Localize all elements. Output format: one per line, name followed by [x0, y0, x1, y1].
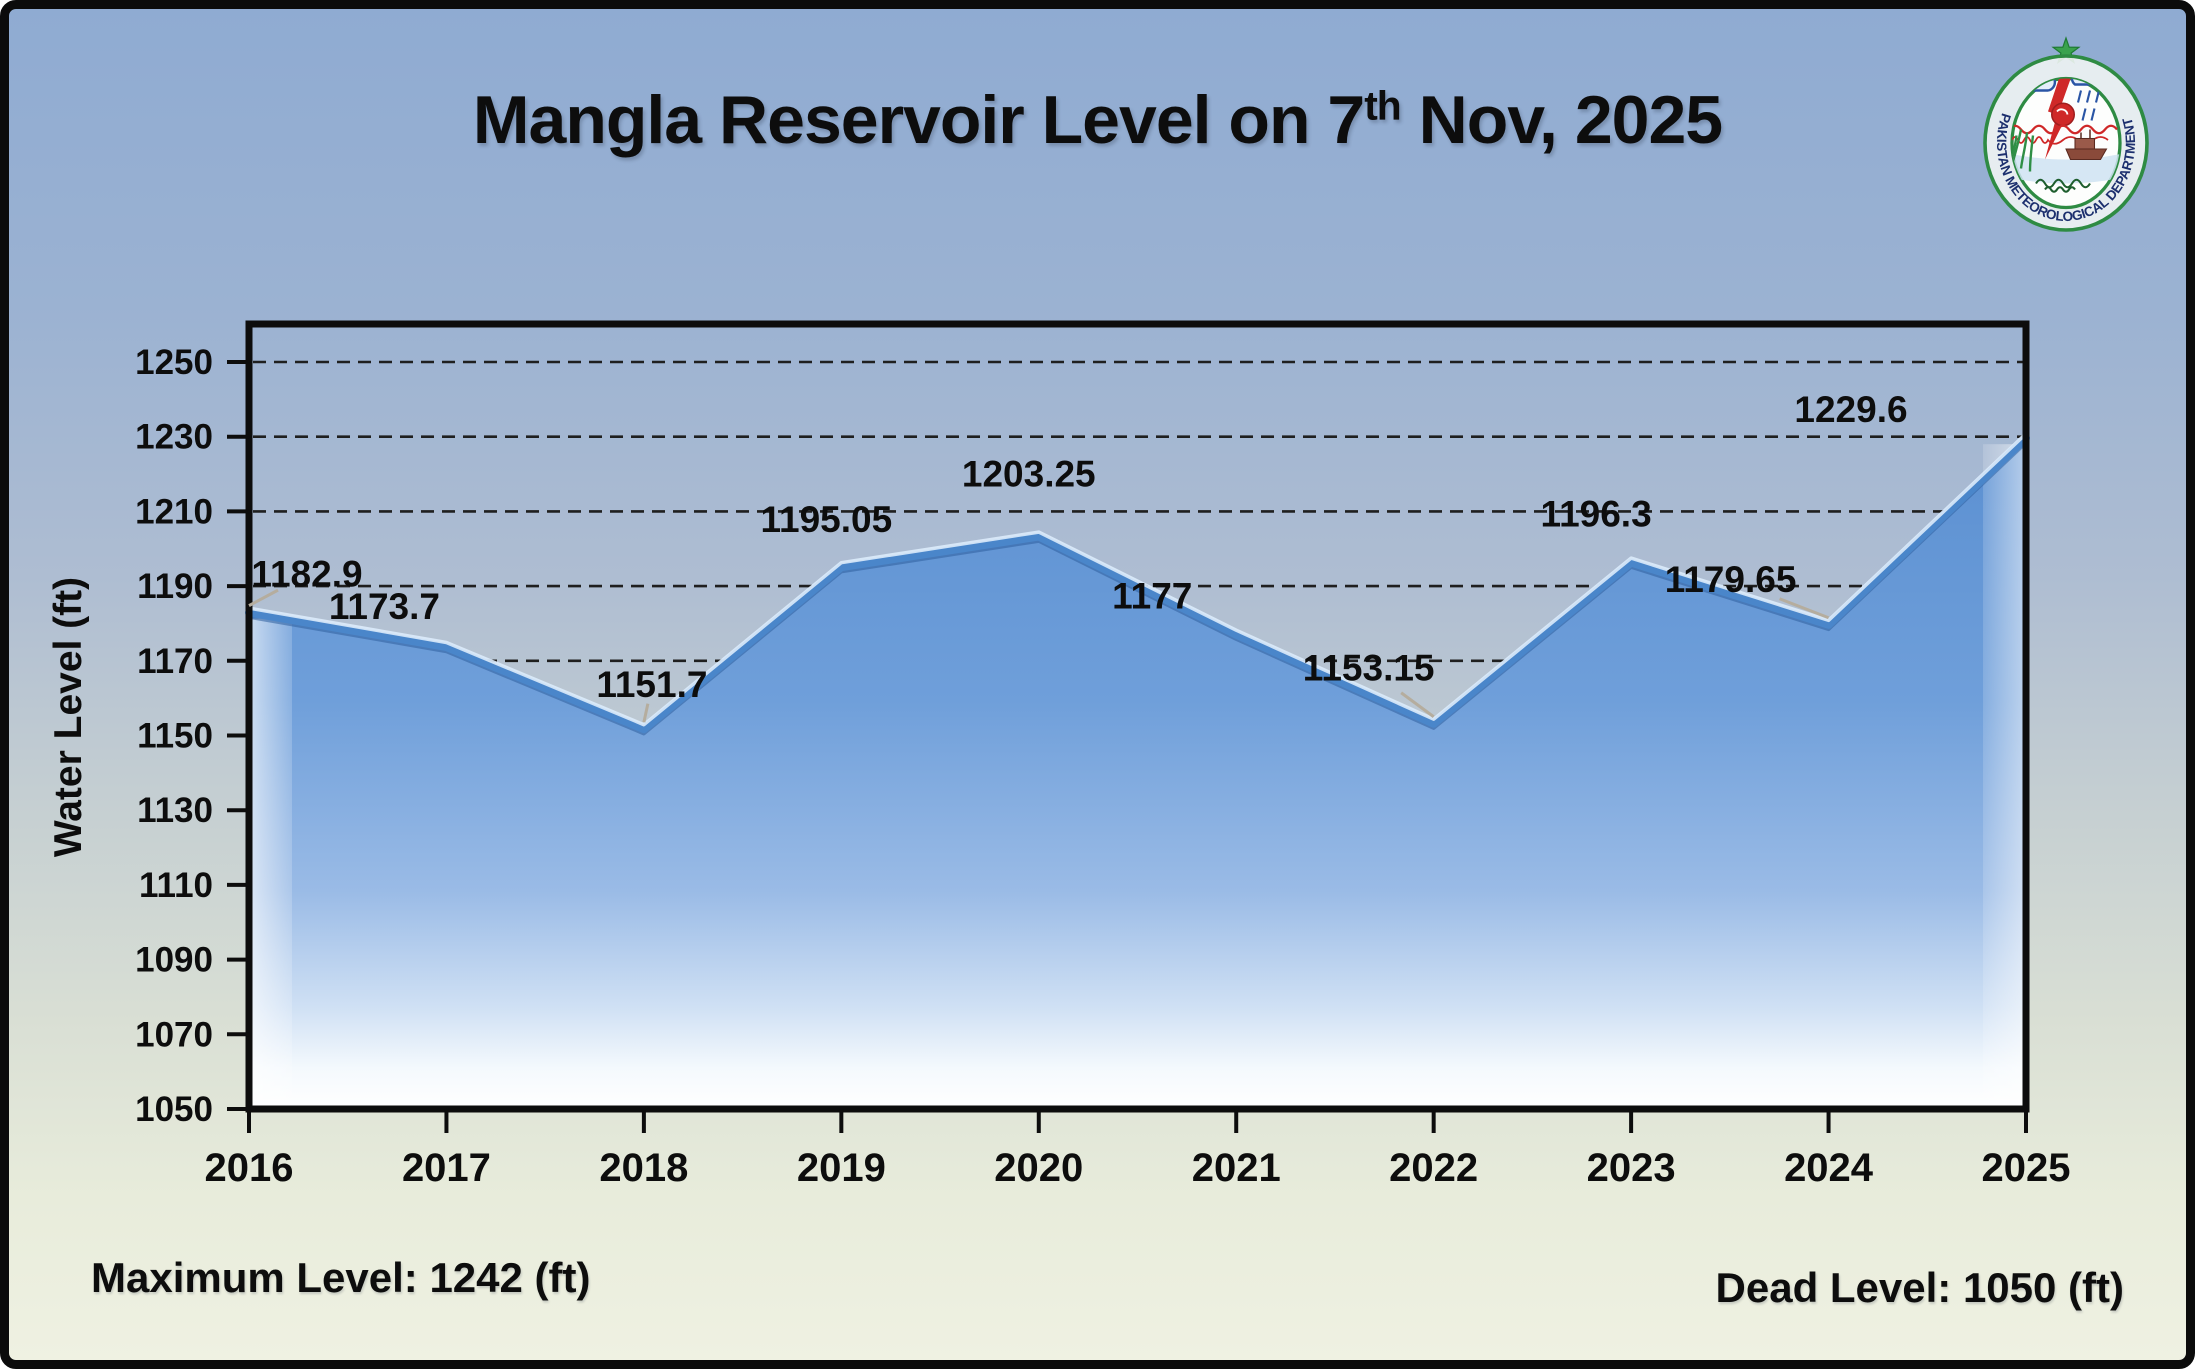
area-fill	[249, 438, 2026, 1109]
series-line	[245, 434, 2030, 734]
page-title: Mangla Reservoir Level on 7th Nov, 2025	[9, 81, 2186, 159]
data-label-leader	[642, 703, 650, 723]
data-label: 1153.15	[1303, 648, 1435, 689]
data-label: 1182.9	[251, 554, 362, 595]
series-line-highlight	[247, 431, 2028, 727]
y-tick-label: 1070	[135, 1015, 213, 1054]
area-bevel-right	[1983, 444, 2023, 1102]
title-date: Nov, 2025	[1400, 82, 1723, 158]
storm-swirl-icon	[2051, 102, 2075, 127]
x-tick-label: 2025	[1982, 1146, 2071, 1190]
data-label-leader	[1779, 597, 1830, 620]
y-tick-label: 1170	[137, 642, 213, 681]
data-label: 1196.3	[1541, 494, 1652, 535]
logo-inner-oval	[2010, 76, 2122, 210]
data-label: 1203.25	[962, 454, 1096, 495]
y-tick-label: 1210	[135, 492, 213, 531]
area-bevel-left	[252, 618, 292, 1101]
data-label: 1195.05	[760, 499, 892, 540]
reservoir-level-chart: 1050 1070 1090 1110 1130 1150 1170 1190 1210 1230…	[47, 320, 2071, 1190]
data-label: 1177	[1112, 576, 1192, 617]
x-tick-label: 2021	[1192, 1146, 1281, 1190]
y-tick-label: 1050	[135, 1090, 213, 1129]
y-tick-label: 1090	[135, 941, 213, 980]
x-tick-label: 2022	[1389, 1146, 1478, 1190]
water-icon	[2012, 153, 2120, 184]
max-level-label: Maximum Level: 1242 (ft)	[91, 1254, 591, 1301]
x-tick-label: 2020	[994, 1146, 1083, 1190]
rain-icon	[2076, 90, 2101, 121]
x-tick-label: 2018	[599, 1146, 688, 1190]
y-tick-label: 1250	[135, 343, 213, 382]
x-tick-label: 2016	[205, 1146, 294, 1190]
chart-generated: 1050 1070 1090 1110 1130 1150 1170 1190 1210 1230…	[135, 320, 2071, 1190]
x-tick-label: 2017	[402, 1146, 491, 1190]
data-label-leader	[1400, 691, 1435, 718]
x-tick-label: 2023	[1587, 1146, 1676, 1190]
series-line-shadow	[247, 440, 2028, 736]
ship-icon	[2065, 129, 2108, 161]
x-tick-label: 2019	[797, 1146, 886, 1190]
pmd-logo: PAKISTAN METEOROLOGICAL DEPARTMENT	[1983, 36, 2149, 232]
y-axis-title: Water Level (ft)	[47, 577, 90, 857]
data-label: 1229.6	[1794, 389, 1907, 430]
y-tick-label: 1230	[135, 418, 213, 457]
y-tick-label: 1110	[139, 866, 213, 905]
plot-border	[245, 320, 2030, 1113]
title-text: Mangla Reservoir Level on 7	[472, 82, 1365, 158]
y-tick-label: 1130	[137, 791, 213, 830]
title-superscript: th	[1364, 82, 1402, 129]
y-tick-label: 1150	[137, 717, 213, 756]
x-tick-label: 2024	[1784, 1146, 1874, 1190]
arabic-script	[2035, 178, 2091, 193]
data-label: 1179.65	[1665, 559, 1797, 600]
grass-icon	[2012, 129, 2035, 172]
dead-level-label: Dead Level: 1050 (ft)	[1715, 1264, 2124, 1311]
data-label: 1151.7	[596, 664, 707, 705]
y-tick-label: 1190	[137, 567, 213, 606]
data-label-leader	[248, 588, 279, 607]
data-label: 1173.7	[329, 586, 440, 627]
